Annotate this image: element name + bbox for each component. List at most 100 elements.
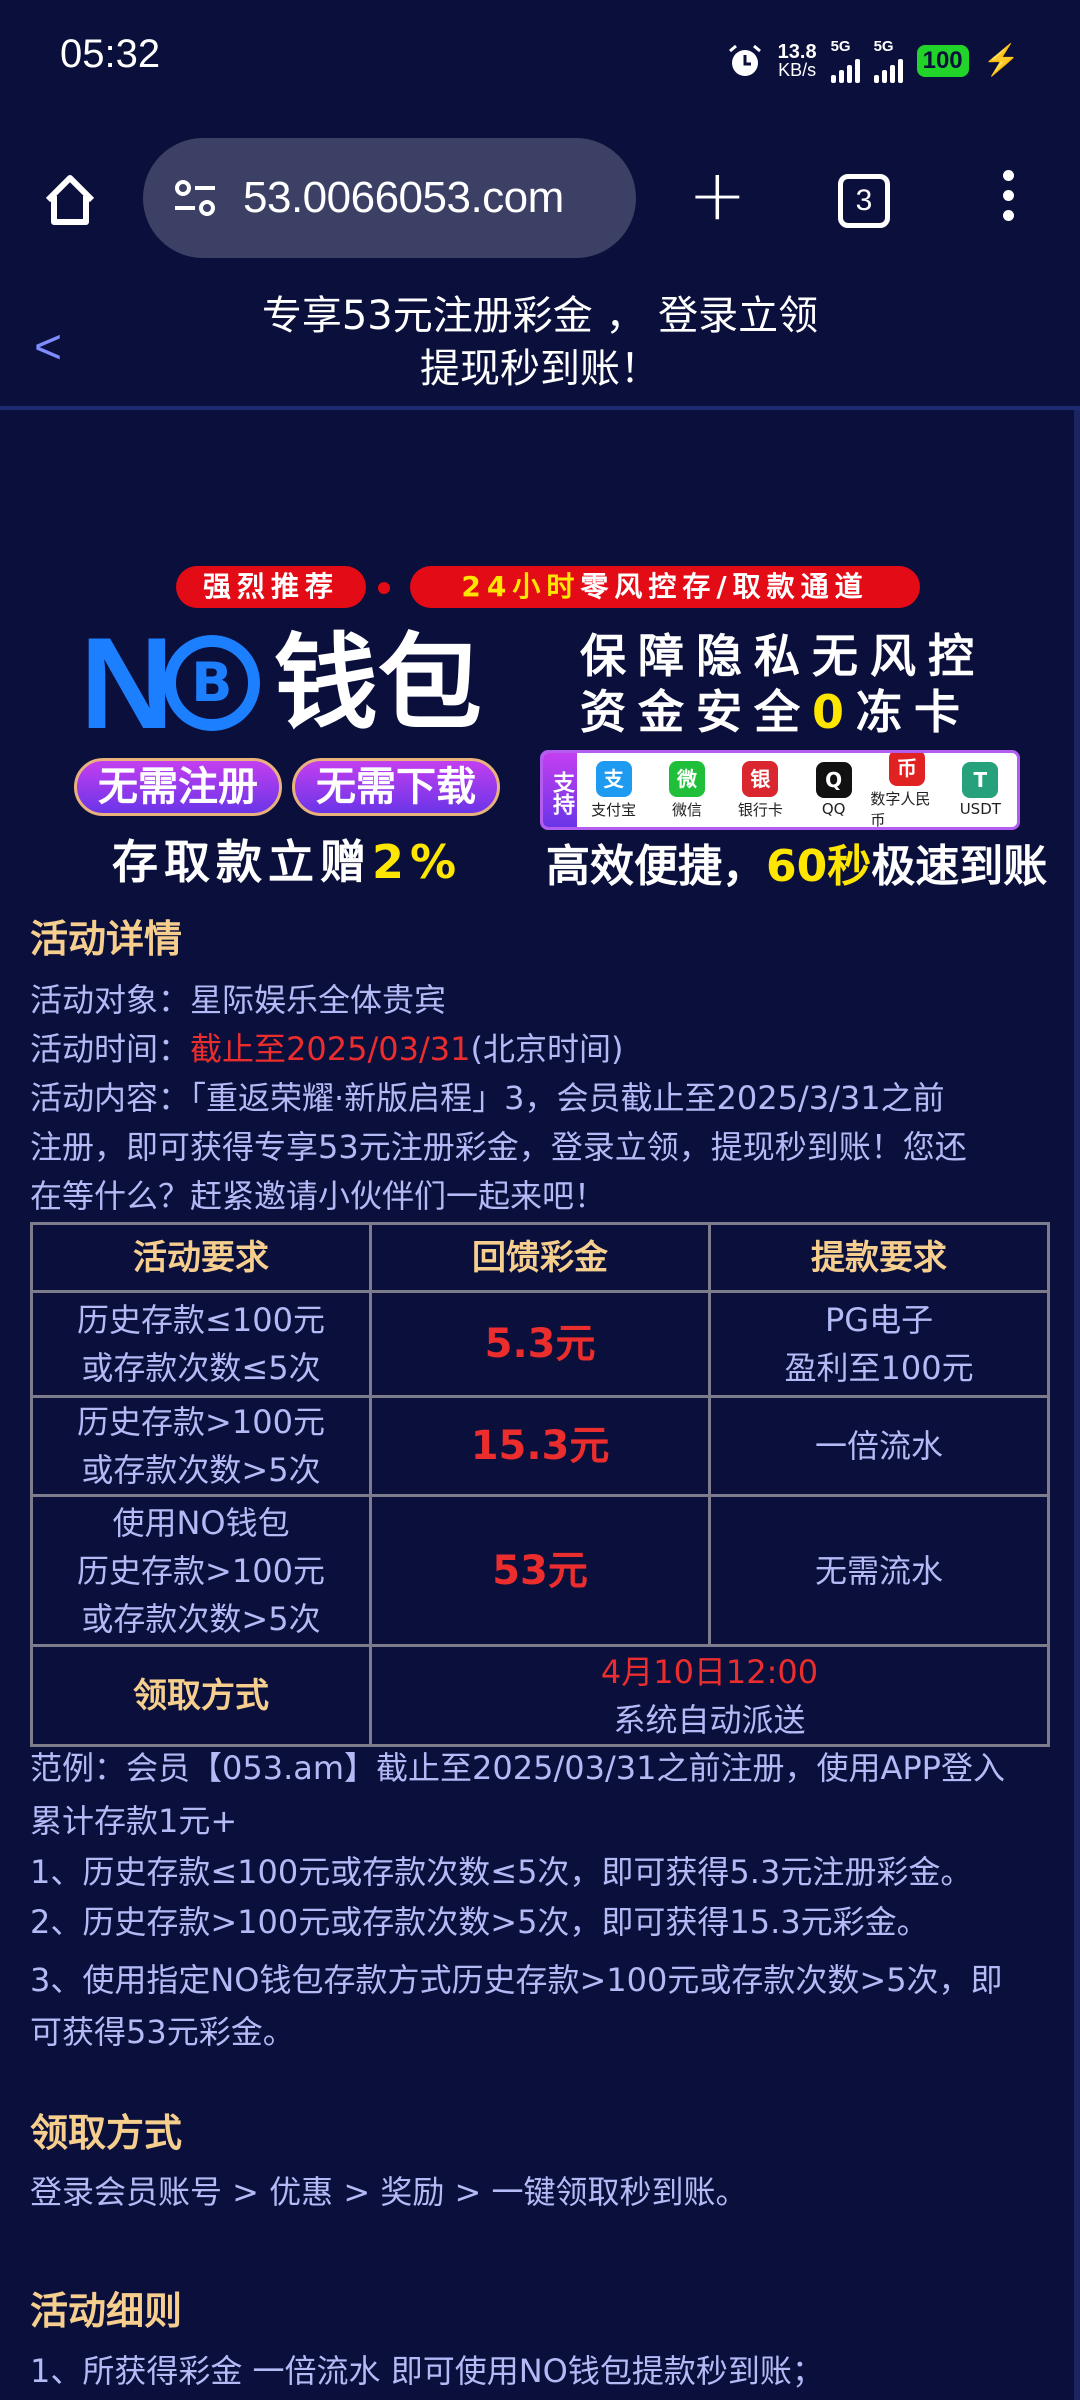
- cell-line: 或存款次数≤5次: [81, 1349, 321, 1387]
- payment-label: 银行卡: [737, 800, 783, 819]
- more-vert-icon[interactable]: [998, 170, 1018, 221]
- payment-method: 支支付宝: [577, 753, 650, 827]
- payment-label: 微信: [671, 800, 702, 819]
- cell-line: 或存款次数>5次: [81, 1451, 321, 1489]
- battery-icon: 100: [916, 44, 969, 77]
- table-row: 历史存款>100元 或存款次数>5次 15.3元 一倍流水: [29, 1395, 1050, 1497]
- table-row: 历史存款≤100元 或存款次数≤5次 5.3元 PG电子盈利至100元: [29, 1290, 1050, 1398]
- column-header: 回馈彩金: [369, 1222, 712, 1293]
- claim-method: 系统自动派送: [613, 1700, 806, 1739]
- cell-line: 盈利至100元: [784, 1349, 974, 1387]
- claim-path: 登录会员账号 > 优惠 > 奖励 > 一键领取秒到账。: [30, 2173, 748, 2211]
- gift-text: 存取款立赠2%: [112, 826, 462, 892]
- channel-pill: 24小时零风控存/取款通道: [410, 566, 920, 608]
- payment-icon: T: [962, 762, 999, 798]
- column-header: 提款要求: [708, 1222, 1050, 1293]
- page-title-line1: 专享53元注册彩金 ， 登录立领: [261, 293, 819, 339]
- withdraw-cell: 一倍流水: [708, 1395, 1050, 1497]
- cell-line: PG电子: [824, 1301, 934, 1339]
- payment-icon: 币: [888, 753, 925, 786]
- requirement-cell: 历史存款>100元 或存款次数>5次: [29, 1395, 373, 1497]
- bonus-cell: 5.3元: [369, 1290, 712, 1398]
- slogan-line1: 保障隐私无风控: [580, 629, 986, 683]
- label: 活动时间：: [30, 1030, 191, 1068]
- recommend-pill: 强烈推荐: [176, 566, 366, 608]
- withdraw-cell: 无需流水: [708, 1494, 1050, 1647]
- payment-icon: 银: [742, 760, 779, 797]
- fast-highlight: 60秒: [766, 841, 872, 892]
- charging-icon: ⚡: [982, 44, 1020, 77]
- slogan-part: 资金安全: [580, 685, 812, 739]
- payment-methods: 支持 支支付宝微微信银银行卡 Q QQ 币数字人民币 T USDT: [540, 750, 1020, 830]
- example-line: 范例：会员【053.am】截止至2025/03/31之前注册，使用APP登入: [30, 1749, 1005, 1787]
- section-heading-details: 活动详情: [30, 917, 183, 961]
- rule-item: 1、所获得彩金 一倍流水 即可使用NO钱包提款秒到账；: [30, 2352, 824, 2390]
- promo-banner: 强烈推荐 24小时零风控存/取款通道 N B 钱包 无需注册 无需下载 存取款立…: [60, 560, 1047, 895]
- payment-method: T USDT: [944, 753, 1017, 827]
- pill-text: 零风控存/取款通道: [580, 570, 869, 603]
- cell-line: 历史存款>100元: [77, 1403, 325, 1441]
- example-item: 3、使用指定NO钱包存款方式历史存款>100元或存款次数>5次，即: [30, 1961, 1003, 1999]
- clock: 05:32: [60, 32, 161, 76]
- cell-line: 历史存款>100元: [77, 1551, 325, 1590]
- sim1-label: 5G: [830, 38, 851, 55]
- section-heading-rules: 活动细则: [30, 2289, 183, 2333]
- status-icons: 13.8 KB/s 5G 5G 100 ⚡: [726, 38, 1020, 83]
- logo-letter: N: [80, 610, 174, 756]
- slogan-line2: 资金安全0冻卡: [580, 684, 986, 740]
- example-item: 1、历史存款≤100元或存款次数≤5次，即可获得5.3元注册彩金。: [30, 1853, 973, 1891]
- value: 星际娱乐全体贵宾: [190, 981, 447, 1019]
- chevron-left-icon[interactable]: <: [34, 321, 63, 374]
- page-title-line2: 提现秒到账！: [420, 346, 660, 392]
- cell-line: 历史存款≤100元: [77, 1301, 325, 1339]
- example-line: 累计存款1元+: [30, 1802, 238, 1840]
- column-header: 活动要求: [29, 1222, 373, 1293]
- payment-method: 微微信: [650, 753, 723, 827]
- dot-separator: [378, 582, 390, 594]
- slogan-zero: 0: [812, 685, 857, 739]
- tabs-button[interactable]: 3: [838, 174, 890, 228]
- content-line: 注册，即可获得专享53元注册彩金，登录立领，提现秒到账！您还: [30, 1128, 967, 1166]
- url-text[interactable]: 53.0066053.com: [243, 173, 564, 222]
- plus-icon: +: [688, 154, 747, 236]
- net-speed-unit: KB/s: [778, 59, 817, 80]
- payment-label: 数字人民币: [870, 790, 931, 829]
- signal-icon: 5G: [830, 38, 860, 83]
- bonus-table: 活动要求 回馈彩金 提款要求 历史存款≤100元 或存款次数≤5次 5.3元 PG…: [29, 1222, 1050, 1747]
- site-settings-icon[interactable]: [173, 178, 217, 218]
- cell-line: 使用NO钱包: [112, 1503, 290, 1542]
- alarm-icon: [728, 44, 761, 76]
- support-label: 支持: [543, 753, 577, 827]
- table-header: 活动要求 回馈彩金 提款要求: [29, 1222, 1050, 1293]
- status-bar: 05:32 13.8 KB/s 5G 5G 100 ⚡: [0, 0, 1080, 120]
- browser-toolbar: 53.0066053.com + 3: [0, 130, 1080, 270]
- cell-line: 或存款次数>5次: [81, 1599, 321, 1638]
- new-tab-button[interactable]: +: [688, 160, 747, 230]
- requirement-cell: 历史存款≤100元 或存款次数≤5次: [29, 1290, 373, 1398]
- withdraw-cell: PG电子盈利至100元: [708, 1290, 1050, 1398]
- no-download-badge: 无需下载: [292, 758, 500, 816]
- scrollbar[interactable]: [1074, 410, 1080, 2400]
- sim2-label: 5G: [873, 38, 894, 55]
- slogan: 保障隐私无风控 资金安全0冻卡: [580, 628, 986, 740]
- example-item: 可获得53元彩金。: [30, 2013, 295, 2051]
- home-icon[interactable]: [40, 170, 100, 230]
- time-line: 活动时间：截止至2025/03/31(北京时间): [30, 1025, 1060, 1074]
- section-heading-claim: 领取方式: [30, 2111, 183, 2155]
- payment-label: USDT: [959, 800, 1001, 818]
- gift-label: 存取款立赠: [112, 835, 372, 889]
- payment-icon: 微: [668, 760, 705, 797]
- target-line: 活动对象：星际娱乐全体贵宾: [30, 976, 1060, 1025]
- payment-method: Q QQ: [797, 753, 870, 827]
- requirement-cell: 使用NO钱包 历史存款>100元 或存款次数>5次: [29, 1494, 373, 1647]
- content-line: 在等什么？赶紧邀请小伙伴们一起来吧！: [30, 1177, 607, 1215]
- label: 活动对象：: [30, 981, 191, 1019]
- net-speed: 13.8 KB/s: [778, 42, 817, 80]
- fast-part: 高效便捷，: [546, 841, 766, 892]
- payment-label: QQ: [821, 800, 846, 818]
- claim-time: 4月10日12:00: [600, 1652, 819, 1691]
- page-header: < 专享53元注册彩金 ， 登录立领 提现秒到账！: [0, 280, 1080, 410]
- signal-icon: 5G: [873, 38, 903, 83]
- url-bar[interactable]: 53.0066053.com: [143, 138, 636, 258]
- gift-pct: 2%: [372, 835, 463, 889]
